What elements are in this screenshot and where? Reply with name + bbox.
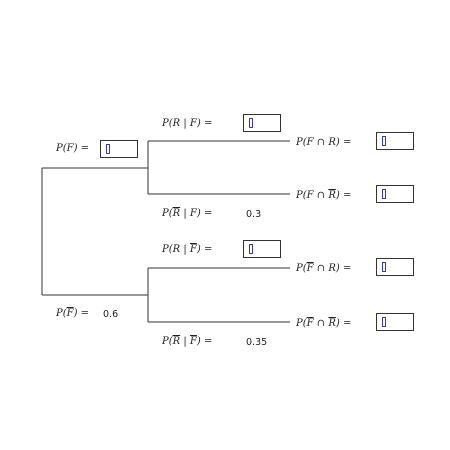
label-p-rbar-given-fbar: P(R | F) = <box>162 336 213 347</box>
label-p-f-and-r: P(F ∩ R) = <box>296 137 352 148</box>
text-cursor <box>382 262 386 272</box>
input-p-f-and-rbar[interactable] <box>376 185 414 203</box>
label-p-rbar-given-f: P(R | F) = <box>162 208 213 219</box>
label-p-r-given-f: P(R | F) = <box>162 118 213 129</box>
input-p-r-given-f[interactable] <box>243 114 281 132</box>
label-p-r-given-fbar: P(R | F) = <box>162 244 213 255</box>
input-p-fbar-and-rbar[interactable] <box>376 313 414 331</box>
label-p-fbar-and-r: P(F ∩ R) = <box>296 263 352 274</box>
input-p-fbar-and-r[interactable] <box>376 258 414 276</box>
value-p-rbar-given-f: 0.3 <box>246 209 262 220</box>
text-cursor <box>106 144 110 154</box>
text-cursor <box>382 136 386 146</box>
label-p-f: P(F) = <box>56 143 90 154</box>
label-p-fbar: P(F) = <box>56 308 90 319</box>
text-cursor <box>249 244 253 254</box>
input-p-r-given-fbar[interactable] <box>243 240 281 258</box>
value-p-rbar-given-fbar: 0.35 <box>246 337 268 348</box>
input-p-f-and-r[interactable] <box>376 132 414 150</box>
value-p-fbar: 0.6 <box>103 309 119 320</box>
label-p-f-and-rbar: P(F ∩ R) = <box>296 190 352 201</box>
text-cursor <box>382 317 386 327</box>
label-p-fbar-and-rbar: P(F ∩ R) = <box>296 318 352 329</box>
text-cursor <box>249 118 253 128</box>
input-p-f[interactable] <box>100 140 138 158</box>
text-cursor <box>382 189 386 199</box>
